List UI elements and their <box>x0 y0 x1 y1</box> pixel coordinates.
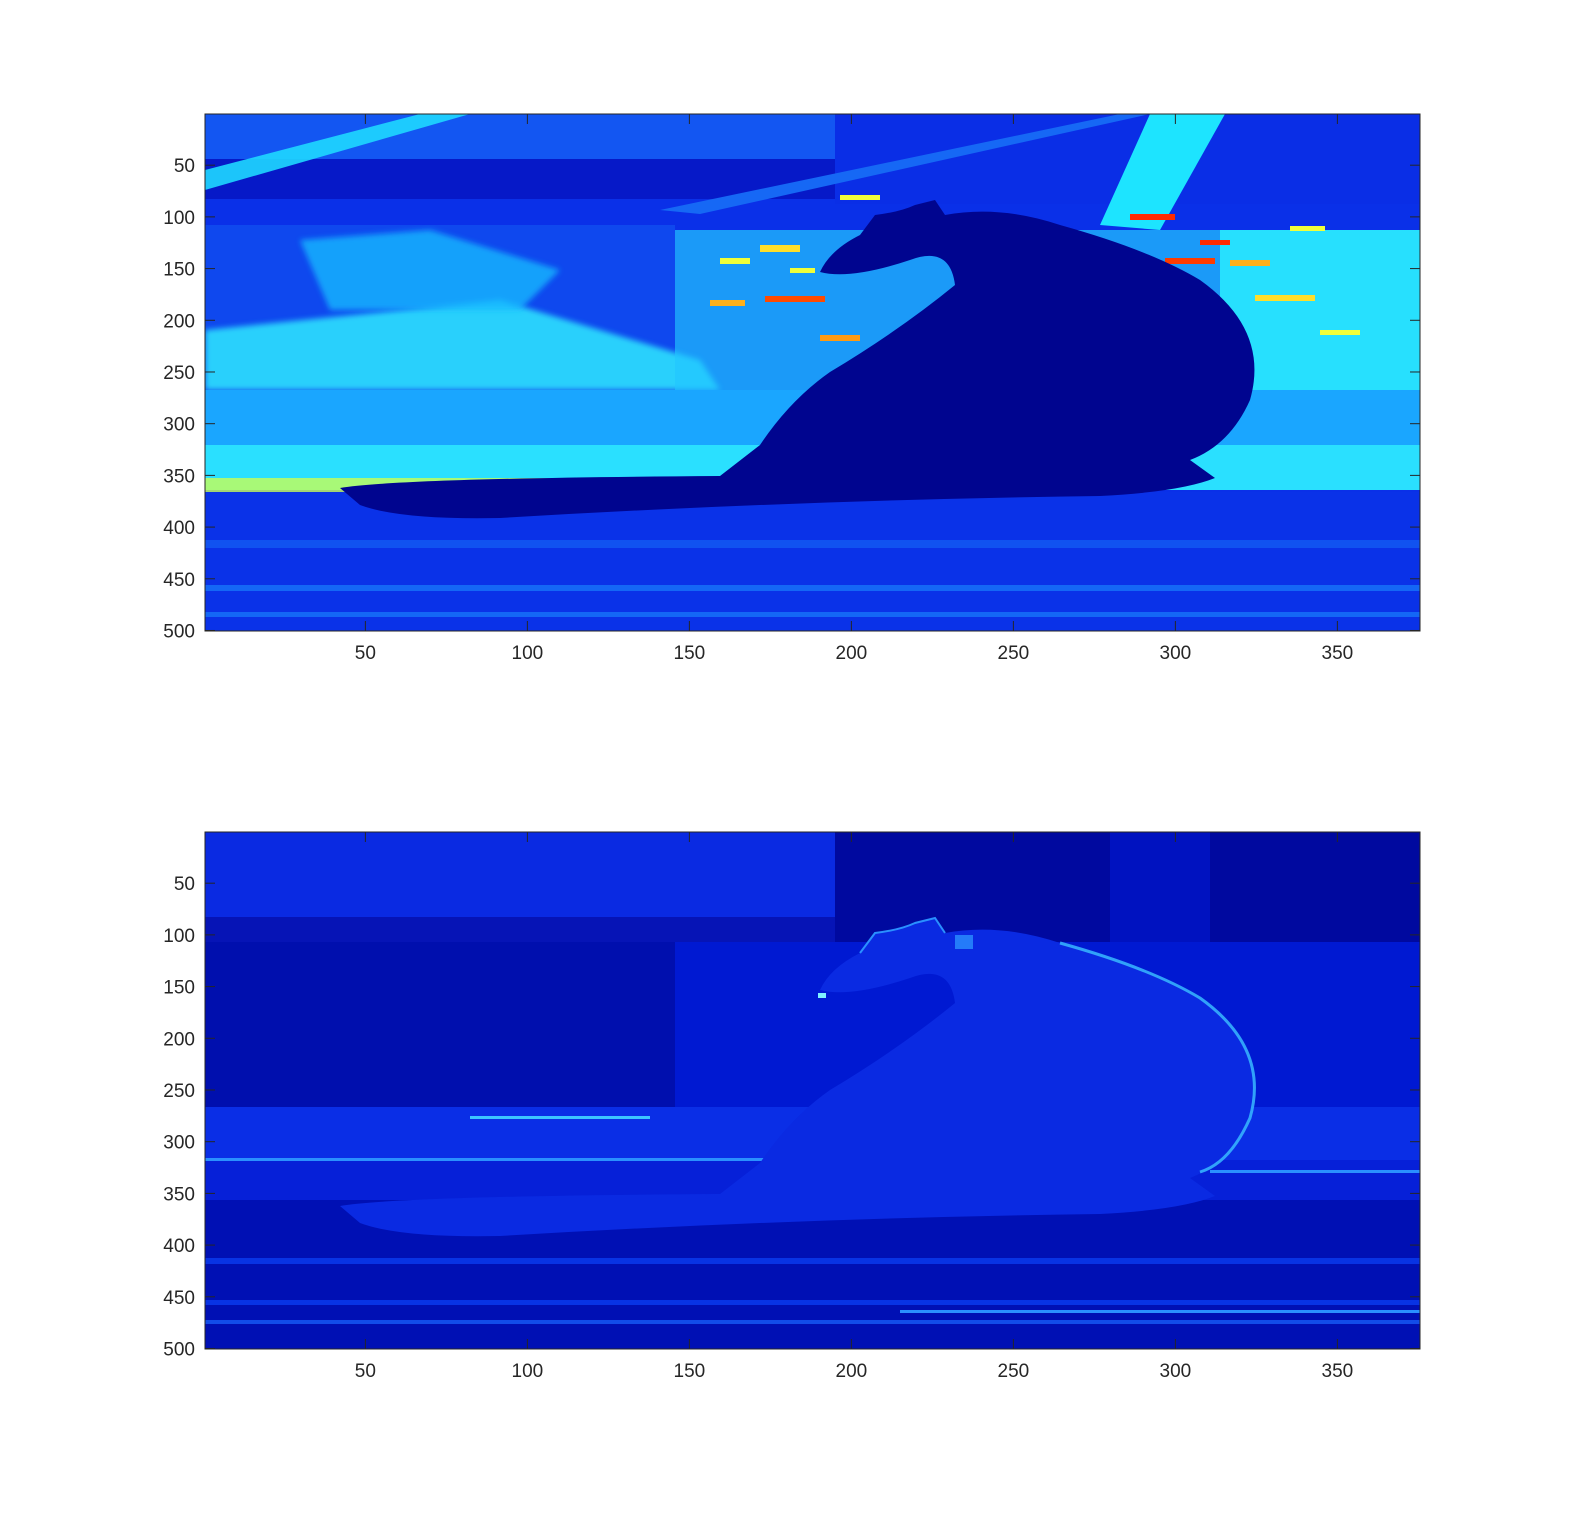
bottom-y-tick-label: 350 <box>163 1184 195 1205</box>
bottom-heatmap-image <box>205 832 1420 1349</box>
bottom-x-tick-label: 200 <box>836 1361 868 1382</box>
bottom-x-tick-label: 350 <box>1322 1361 1354 1382</box>
bottom-y-tick-label: 250 <box>163 1081 195 1102</box>
top-x-tick-label: 50 <box>355 643 376 664</box>
bottom-y-tick-label: 500 <box>163 1339 195 1360</box>
top-x-tick-label: 150 <box>674 643 706 664</box>
top-x-tick-label: 100 <box>512 643 544 664</box>
top-x-tick-label: 300 <box>1160 643 1192 664</box>
top-y-tick-label: 350 <box>163 466 195 487</box>
top-y-tick-label: 250 <box>163 363 195 384</box>
top-y-tick-label: 100 <box>163 208 195 229</box>
top-y-tick-label: 150 <box>163 260 195 281</box>
top-image-axes: 50 100 150 200 250 300 350 50 100 150 200 250 300 35… <box>163 114 1420 664</box>
top-y-tick-label: 400 <box>163 518 195 539</box>
bottom-y-tick-label: 200 <box>163 1029 195 1050</box>
bottom-image-axes: 50 100 150 200 250 300 350 50 100 150 200 250 300 35… <box>163 832 1420 1382</box>
bottom-x-tick-label: 250 <box>998 1361 1030 1382</box>
bottom-y-tick-label: 300 <box>163 1133 195 1154</box>
bottom-y-tick-label: 50 <box>174 874 195 895</box>
top-y-tick-label: 500 <box>163 621 195 642</box>
bottom-y-tick-label: 450 <box>163 1288 195 1309</box>
bottom-y-tick-label: 100 <box>163 926 195 947</box>
bottom-y-tick-label: 150 <box>163 978 195 999</box>
top-y-tick-label: 50 <box>174 156 195 177</box>
top-y-tick-label: 200 <box>163 311 195 332</box>
top-y-tick-label: 450 <box>163 570 195 591</box>
bottom-y-tick-label: 400 <box>163 1236 195 1257</box>
bottom-x-tick-label: 50 <box>355 1361 376 1382</box>
top-heatmap-image <box>205 114 1420 631</box>
top-x-tick-label: 350 <box>1322 643 1354 664</box>
bottom-x-tick-label: 100 <box>512 1361 544 1382</box>
top-y-tick-label: 300 <box>163 415 195 436</box>
top-x-tick-label: 250 <box>998 643 1030 664</box>
bottom-x-tick-label: 150 <box>674 1361 706 1382</box>
bottom-x-tick-label: 300 <box>1160 1361 1192 1382</box>
top-x-tick-label: 200 <box>836 643 868 664</box>
